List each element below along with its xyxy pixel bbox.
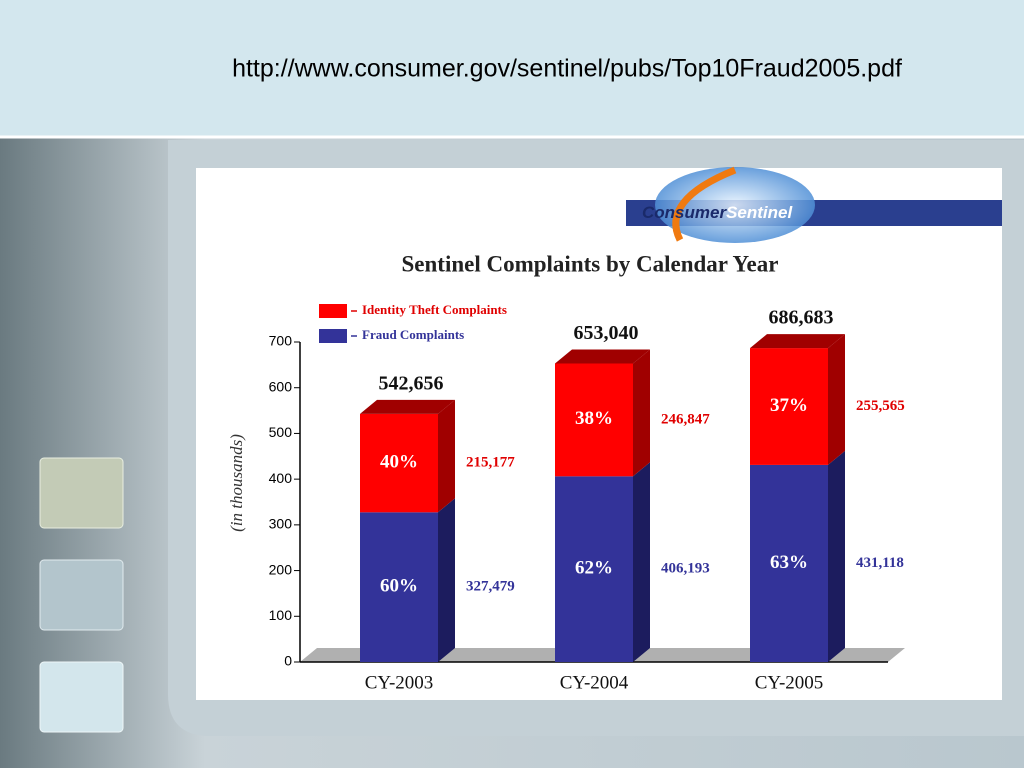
bar-top	[750, 334, 845, 349]
share-label: 60%	[380, 576, 418, 597]
logo-second: Sentinel	[726, 203, 793, 222]
total-label: 686,683	[769, 307, 834, 329]
bar-side	[633, 462, 650, 662]
deco-square	[39, 661, 124, 733]
y-tick-label: 600	[269, 378, 293, 394]
bar-side	[828, 334, 845, 465]
bar-segment	[360, 413, 438, 513]
y-tick-label: 200	[269, 561, 293, 577]
share-label: 40%	[380, 451, 418, 472]
y-tick-label: 500	[269, 424, 293, 440]
logo-globe	[655, 167, 815, 243]
value-label: 215,177	[466, 455, 515, 471]
legend-swatch	[319, 329, 347, 343]
bar-side	[438, 498, 455, 662]
total-label: 542,656	[379, 373, 444, 395]
x-tick-label: CY-2004	[560, 672, 629, 693]
value-label: 246,847	[661, 411, 710, 427]
bar-segment	[360, 512, 438, 662]
chart-title: Sentinel Complaints by Calendar Year	[402, 251, 779, 276]
legend-label: Fraud Complaints	[362, 327, 464, 342]
share-label: 38%	[575, 408, 613, 429]
y-tick-label: 300	[269, 516, 293, 532]
share-label: 37%	[770, 395, 808, 416]
bar-segment	[750, 464, 828, 662]
total-label: 653,040	[574, 322, 639, 344]
y-axis-label: (in thousands)	[227, 434, 246, 532]
x-tick-label: CY-2003	[365, 672, 434, 693]
bar-side	[438, 399, 455, 513]
y-tick-label: 400	[269, 470, 293, 486]
legend-swatch	[319, 304, 347, 318]
value-label: 255,565	[856, 398, 905, 414]
deco-square	[39, 457, 124, 529]
y-tick-label: 700	[269, 333, 293, 349]
url: http://www.consumer.gov/sentinel/pubs/To…	[232, 55, 902, 83]
bar-top	[555, 349, 650, 364]
share-label: 63%	[770, 552, 808, 573]
x-tick-label: CY-2005	[755, 672, 824, 693]
value-label: 406,193	[661, 561, 710, 577]
y-tick-label: 0	[284, 653, 292, 669]
logo-swoosh	[672, 166, 737, 242]
share-label: 62%	[575, 558, 613, 579]
deco-square	[39, 559, 124, 631]
bar-side	[828, 450, 845, 662]
value-label: 327,479	[466, 579, 515, 595]
header-band	[0, 0, 1024, 136]
bar-side	[633, 349, 650, 477]
bar-segment	[555, 476, 633, 662]
bar-top	[360, 399, 455, 414]
bar-segment	[555, 363, 633, 477]
legend-label: Identity Theft Complaints	[362, 302, 507, 317]
logo-first: Consumer	[642, 203, 727, 222]
y-tick-label: 100	[269, 607, 293, 623]
logo: ConsumerSentinel	[642, 203, 793, 222]
value-label: 431,118	[856, 555, 904, 571]
bar-segment	[750, 348, 828, 465]
